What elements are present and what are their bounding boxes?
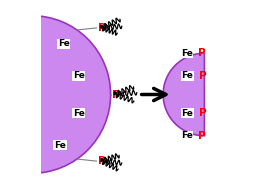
Text: P: P <box>198 131 205 141</box>
Text: Fe: Fe <box>54 141 66 150</box>
Text: P: P <box>99 156 106 166</box>
Text: Fe: Fe <box>73 71 85 80</box>
Text: P: P <box>112 90 119 99</box>
Text: Fe: Fe <box>182 71 194 80</box>
Text: P: P <box>199 108 206 118</box>
Text: Fe: Fe <box>73 109 85 118</box>
Text: Fe: Fe <box>181 131 193 140</box>
Text: P: P <box>199 71 206 81</box>
Text: P: P <box>198 48 205 58</box>
Text: Fe: Fe <box>182 109 194 118</box>
Wedge shape <box>163 53 204 136</box>
Wedge shape <box>32 16 111 173</box>
Text: Fe: Fe <box>181 49 193 58</box>
Text: P: P <box>99 23 106 33</box>
Text: Fe: Fe <box>58 39 70 48</box>
